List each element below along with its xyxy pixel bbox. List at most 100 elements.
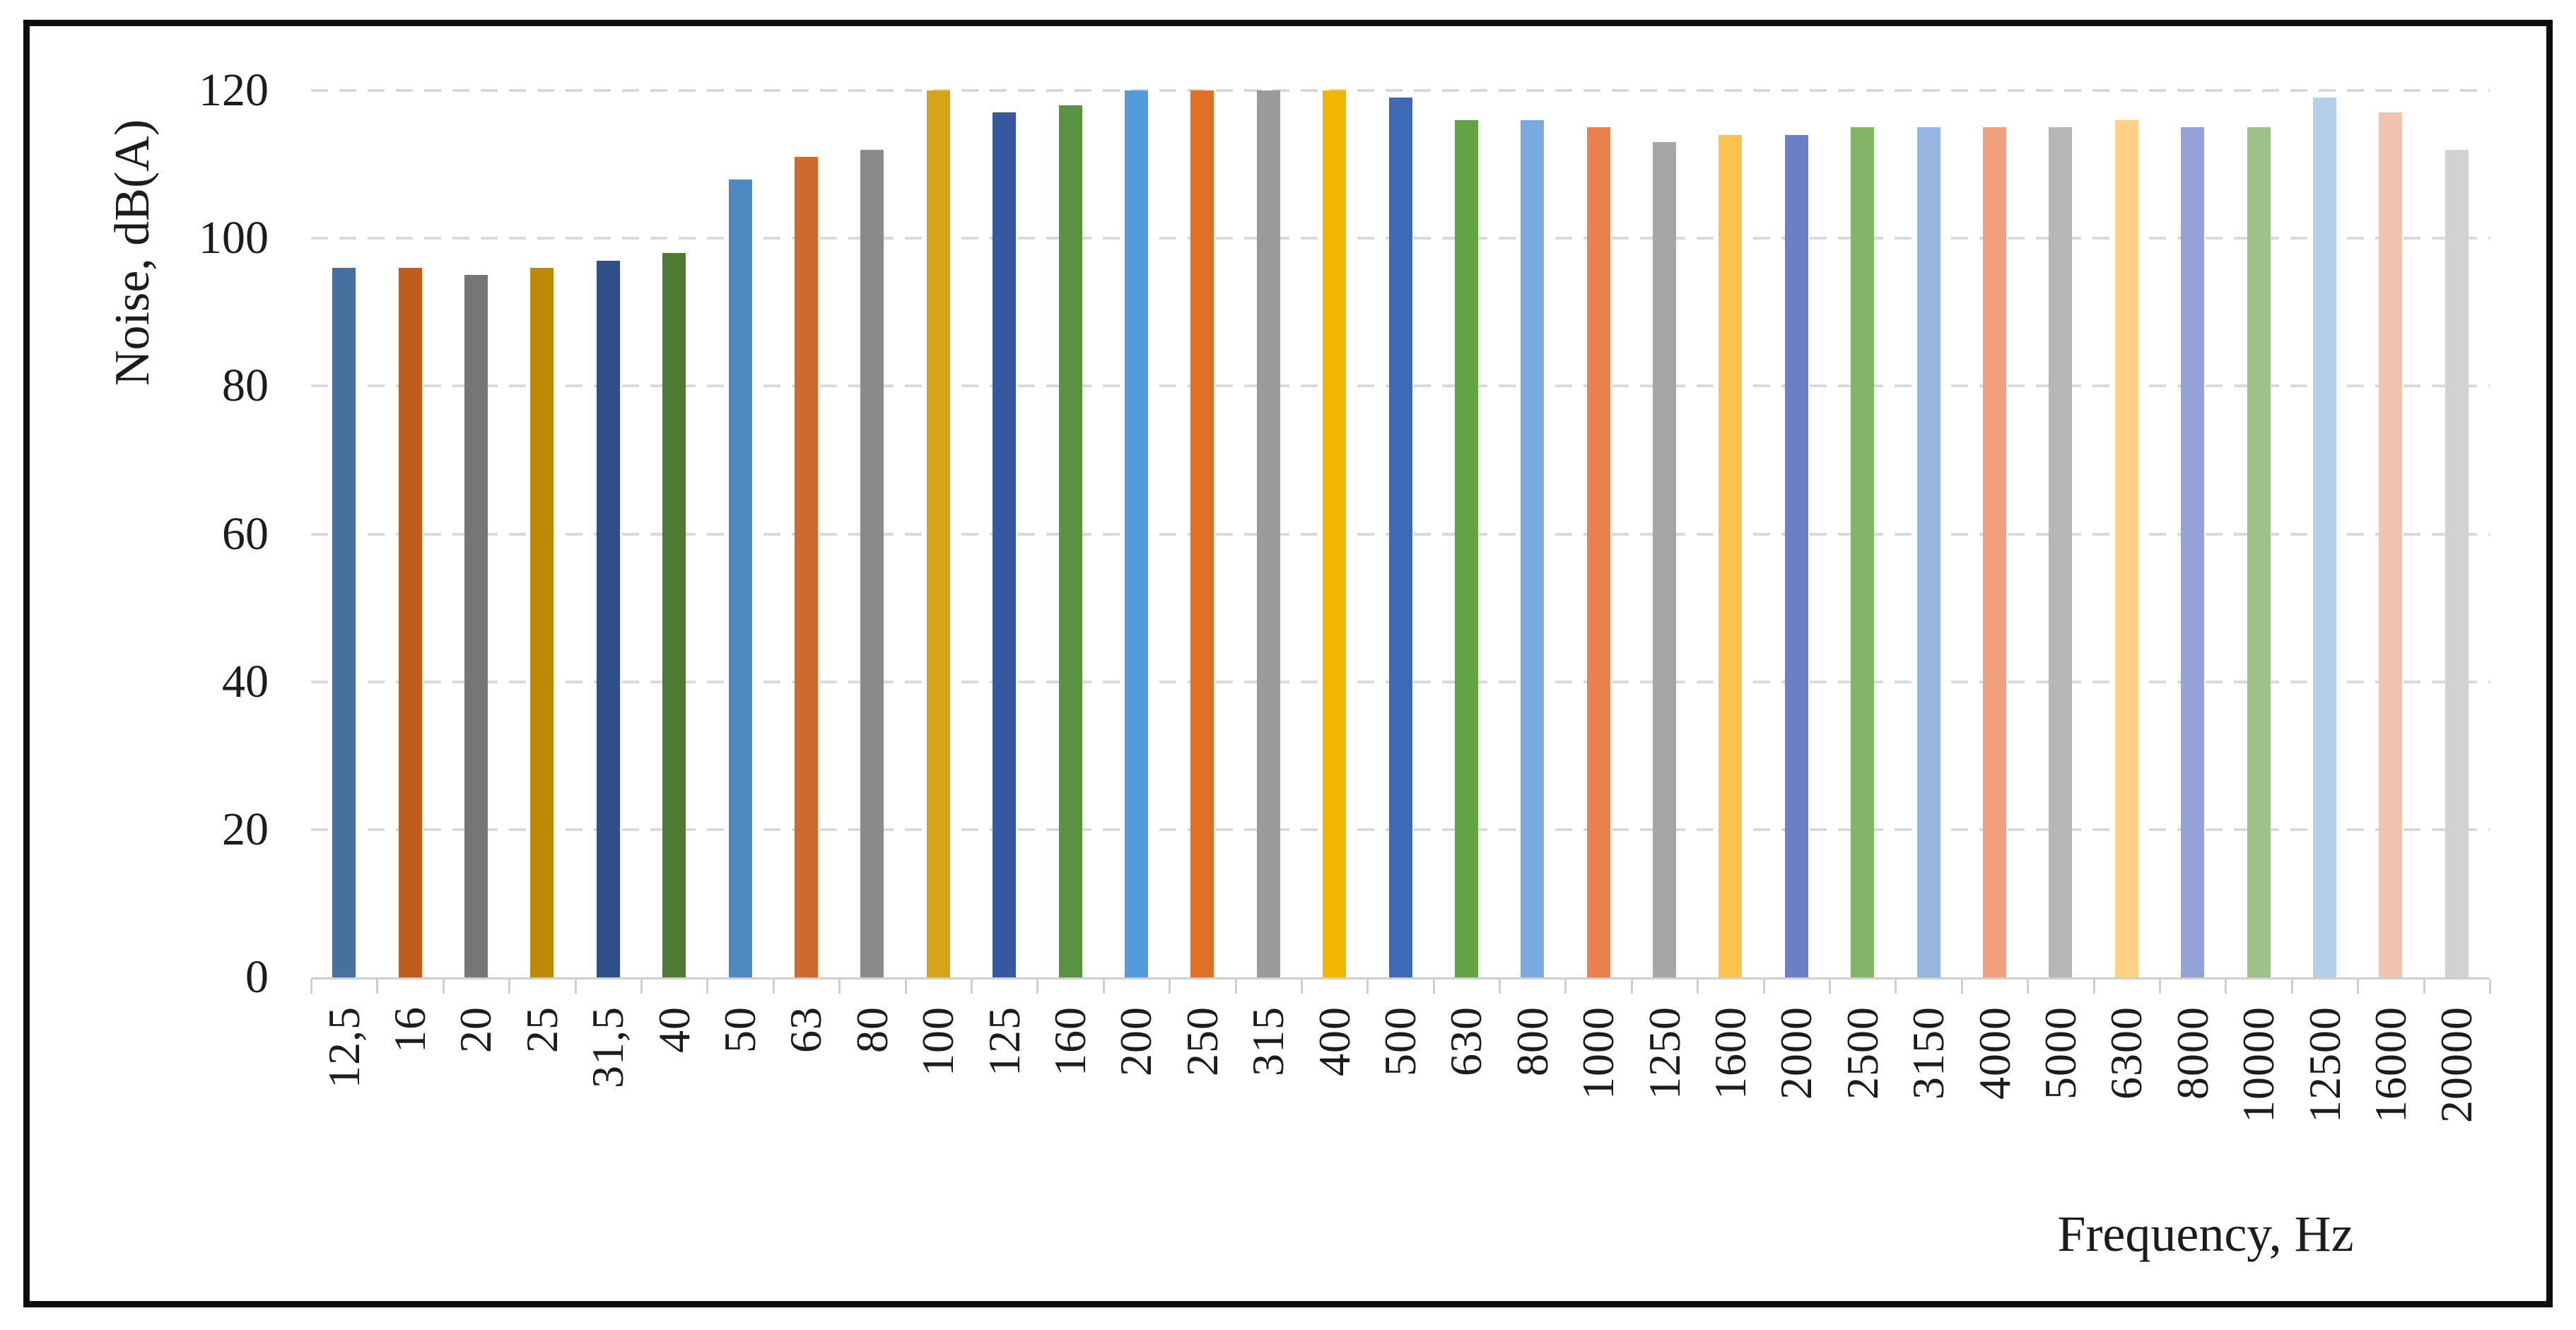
bar: [1653, 142, 1677, 977]
axis-tick: [2290, 979, 2293, 994]
bar: [1719, 134, 1743, 977]
x-tick-label: 10000: [2233, 1006, 2284, 1123]
x-tick-label: 20000: [2431, 1006, 2482, 1123]
bar: [1851, 127, 1875, 977]
x-tick-label: 80: [846, 1006, 897, 1053]
bar: [2379, 112, 2403, 977]
x-tick-label: 50: [715, 1006, 766, 1053]
bar: [794, 157, 818, 977]
axis-tick: [772, 979, 775, 994]
bar: [1323, 90, 1347, 977]
bar: [1521, 119, 1545, 977]
y-tick-label: 80: [222, 360, 269, 412]
x-tick-label: 16000: [2365, 1006, 2416, 1123]
bar: [860, 149, 884, 977]
axis-tick: [838, 979, 841, 994]
axis-tick: [706, 979, 709, 994]
axis-tick: [2027, 979, 2030, 994]
x-tick-label: 16: [385, 1006, 435, 1053]
x-tick-label: 2500: [1837, 1006, 1887, 1100]
axis-tick: [2092, 979, 2095, 994]
x-tick-label: 125: [978, 1006, 1029, 1076]
axis-tick: [1762, 979, 1765, 994]
axis-tick: [1960, 979, 1963, 994]
x-tick-label: 63: [780, 1006, 831, 1053]
bar: [993, 112, 1017, 977]
axis-tick: [2225, 979, 2227, 994]
axis-tick: [1895, 979, 1897, 994]
axis-tick: [508, 979, 511, 994]
axis-tick: [1499, 979, 1501, 994]
x-tick-label: 1000: [1573, 1006, 1624, 1100]
bar: [2313, 98, 2336, 977]
bar: [596, 260, 620, 977]
x-tick-label: 315: [1243, 1006, 1294, 1076]
axis-tick: [970, 979, 973, 994]
x-axis-line: [311, 977, 2490, 979]
y-axis-title: Noise, dB(A): [105, 119, 160, 386]
bar: [2114, 119, 2138, 977]
axis-tick: [1300, 979, 1303, 994]
axis-tick: [1697, 979, 1699, 994]
axis-tick: [574, 979, 577, 994]
bar: [2049, 127, 2073, 977]
bar: [2181, 127, 2205, 977]
axis-tick: [1366, 979, 1369, 994]
bar: [1916, 127, 1940, 977]
gridline: [311, 89, 2490, 92]
x-tick-label: 160: [1045, 1006, 1096, 1076]
axis-tick: [640, 979, 643, 994]
axis-tick: [904, 979, 907, 994]
bar: [1058, 105, 1082, 977]
axis-tick: [1169, 979, 1171, 994]
bar: [1256, 90, 1280, 977]
x-tick-label: 250: [1176, 1006, 1227, 1076]
x-tick-label: 3150: [1903, 1006, 1954, 1100]
bar: [2247, 127, 2271, 977]
x-tick-label: 800: [1506, 1006, 1557, 1076]
axis-tick: [1234, 979, 1237, 994]
axis-tick: [376, 979, 379, 994]
x-tick-label: 31,5: [582, 1006, 633, 1088]
bar: [1983, 127, 2007, 977]
x-tick-label: 400: [1309, 1006, 1359, 1076]
x-tick-label: 2000: [1771, 1006, 1822, 1100]
axis-tick: [310, 979, 312, 994]
bar: [1190, 90, 1214, 977]
x-tick-label: 6300: [2101, 1006, 2152, 1100]
axis-tick: [442, 979, 445, 994]
axis-tick: [2489, 979, 2491, 994]
x-tick-label: 40: [648, 1006, 699, 1053]
x-tick-label: 12500: [2299, 1006, 2350, 1123]
y-tick-label: 100: [199, 212, 269, 264]
x-tick-label: 1250: [1639, 1006, 1690, 1100]
y-tick-label: 120: [199, 64, 269, 116]
axis-tick: [2423, 979, 2425, 994]
bar: [662, 253, 686, 977]
x-tick-label: 12,5: [318, 1006, 369, 1088]
bar: [2445, 149, 2469, 977]
x-tick-label: 500: [1375, 1006, 1425, 1076]
bar: [728, 179, 752, 977]
x-tick-label: 630: [1441, 1006, 1492, 1076]
bar: [1454, 119, 1478, 977]
x-tick-label: 1600: [1704, 1006, 1755, 1100]
x-tick-label: 100: [913, 1006, 964, 1076]
x-tick-label: 200: [1111, 1006, 1161, 1076]
bar: [1586, 127, 1610, 977]
bar: [1124, 90, 1148, 977]
y-tick-label: 20: [222, 803, 269, 855]
x-tick-label: 8000: [2167, 1006, 2218, 1100]
bar: [398, 268, 422, 977]
bar: [926, 90, 950, 977]
bar: [464, 275, 488, 977]
axis-tick: [1036, 979, 1039, 994]
bar: [1388, 98, 1412, 977]
bar: [1784, 134, 1808, 977]
axis-tick: [1102, 979, 1105, 994]
x-tick-label: 5000: [2035, 1006, 2085, 1100]
y-tick-label: 60: [222, 507, 269, 560]
axis-tick: [2357, 979, 2360, 994]
